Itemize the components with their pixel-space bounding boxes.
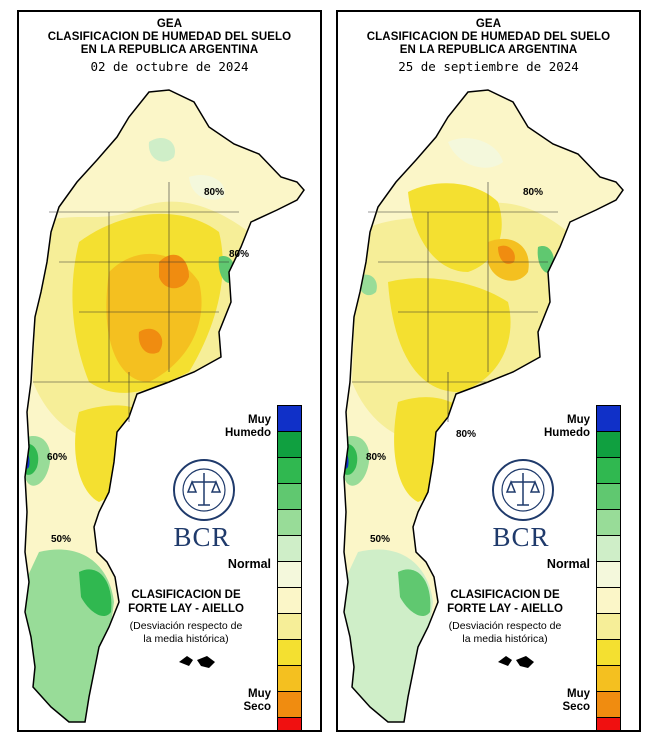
note-line2: la media histórica): [462, 633, 548, 645]
note-line1: (Desviación respecto de: [129, 620, 243, 632]
contour-label: 80%: [523, 187, 543, 198]
legend-label-wet-line2: Humedo: [544, 427, 590, 439]
classification-title: CLASIFICACION DE FORTE LAY - AIELLO: [430, 588, 580, 616]
legend-swatch: [596, 614, 621, 640]
legend-swatch: [277, 692, 302, 718]
contour-label: 80%: [456, 429, 476, 440]
legend-swatch: [596, 666, 621, 692]
legend-label-dry: Muy Seco: [528, 688, 591, 714]
note-line1: (Desviación respecto de: [448, 620, 562, 632]
title-line-2: CLASIFICACION DE HUMEDAD DEL SUELO: [366, 31, 611, 43]
color-legend: [277, 405, 302, 730]
map-date: 25 de septiembre de 2024: [398, 59, 579, 74]
color-legend: [596, 405, 621, 730]
legend-label-wet-line1: Muy: [248, 414, 271, 426]
legend-swatch: [277, 458, 302, 484]
contour-label: 60%: [47, 452, 67, 463]
title-line-1: GEA: [156, 18, 183, 30]
malvinas-islands: [175, 652, 219, 679]
legend-swatch: [596, 432, 621, 458]
bcr-logo-text: BCR: [173, 522, 231, 552]
legend-label-dry-line1: Muy: [567, 688, 590, 700]
legend-label-dry-line2: Seco: [562, 701, 591, 713]
legend-label-dry-line2: Seco: [243, 701, 272, 713]
legend-label-normal: Normal: [546, 557, 590, 571]
legend-swatch: [596, 458, 621, 484]
contour-label: 80%: [204, 187, 224, 198]
legend-swatch: [596, 588, 621, 614]
legend-label-dry-line1: Muy: [248, 688, 271, 700]
legend-swatch: [277, 432, 302, 458]
legend-swatch: [277, 588, 302, 614]
title-block: GEA CLASIFICACION DE HUMEDAD DEL SUELO E…: [19, 18, 320, 74]
legend-swatch: [596, 484, 621, 510]
legend-swatch: [277, 484, 302, 510]
argentina-soil-moisture-map: 80% 60% 50% 80%: [24, 89, 305, 723]
classification-line2: FORTE LAY - AIELLO: [447, 603, 563, 615]
legend-label-wet: Muy Humedo: [528, 414, 590, 440]
classification-line1: CLASIFICACION DE: [131, 589, 241, 601]
legend-swatch: [277, 666, 302, 692]
title-block: GEA CLASIFICACION DE HUMEDAD DEL SUELO E…: [338, 18, 639, 74]
legend-swatch: [277, 405, 302, 432]
map-panel-left: GEA CLASIFICACION DE HUMEDAD DEL SUELO E…: [17, 10, 322, 732]
title-line-1: GEA: [475, 18, 502, 30]
legend-swatch: [277, 562, 302, 588]
contour-label: 50%: [51, 534, 71, 545]
classification-note: (Desviación respecto de la media históri…: [430, 620, 580, 646]
legend-swatch: [277, 718, 302, 730]
classification-line2: FORTE LAY - AIELLO: [128, 603, 244, 615]
title-line-3: EN LA REPUBLICA ARGENTINA: [80, 44, 259, 56]
classification-line1: CLASIFICACION DE: [450, 589, 560, 601]
bcr-seal-logo: [172, 458, 236, 527]
classification-title: CLASIFICACION DE FORTE LAY - AIELLO: [111, 588, 261, 616]
legend-label-wet-line1: Muy: [567, 414, 590, 426]
contour-label: 80%: [229, 249, 249, 260]
legend-label-normal: Normal: [227, 557, 271, 571]
bcr-logo-text: BCR: [492, 522, 550, 552]
legend-swatch: [596, 536, 621, 562]
title-line-3: EN LA REPUBLICA ARGENTINA: [399, 44, 578, 56]
argentina-soil-moisture-map: 80% 80% 80% 50%: [343, 89, 624, 723]
legend-swatch: [596, 718, 621, 730]
legend-swatch: [596, 692, 621, 718]
bcr-seal-logo: [491, 458, 555, 527]
legend-swatch: [277, 510, 302, 536]
title-line-2: CLASIFICACION DE HUMEDAD DEL SUELO: [47, 31, 292, 43]
classification-note: (Desviación respecto de la media históri…: [111, 620, 261, 646]
map-date: 02 de octubre de 2024: [90, 59, 249, 74]
note-line2: la media histórica): [143, 633, 229, 645]
legend-label-dry: Muy Seco: [209, 688, 272, 714]
malvinas-islands: [494, 652, 538, 679]
legend-swatch: [277, 614, 302, 640]
legend-swatch: [596, 640, 621, 666]
contour-label: 50%: [370, 534, 390, 545]
legend-swatch: [596, 562, 621, 588]
map-panel-right: GEA CLASIFICACION DE HUMEDAD DEL SUELO E…: [336, 10, 641, 732]
legend-label-wet: Muy Humedo: [209, 414, 271, 440]
contour-label: 80%: [366, 452, 386, 463]
legend-label-wet-line2: Humedo: [225, 427, 271, 439]
legend-swatch: [596, 510, 621, 536]
legend-swatch: [596, 405, 621, 432]
legend-swatch: [277, 640, 302, 666]
legend-swatch: [277, 536, 302, 562]
